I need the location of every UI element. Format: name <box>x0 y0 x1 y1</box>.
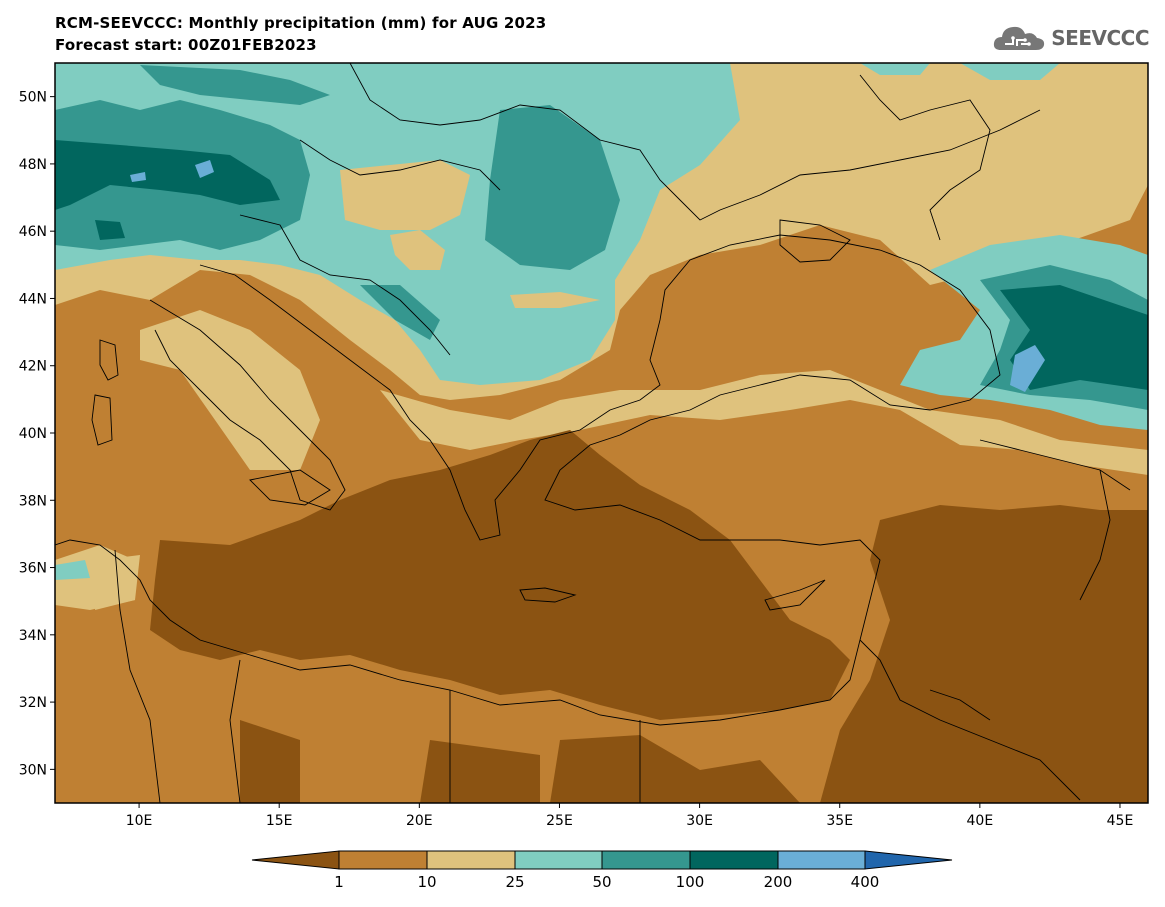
logo-text: SEEVCCC <box>1051 26 1149 50</box>
colorbar-label: 25 <box>505 873 525 891</box>
lon-tick-label: 10E <box>126 813 153 829</box>
lon-tick-label: 40E <box>967 813 994 829</box>
field-50-100mm-germany <box>140 65 330 105</box>
colorbar-label: 50 <box>592 873 612 891</box>
field-10-25mm-anatolia-rim <box>380 370 1148 475</box>
lat-tick-label: 36N <box>19 561 47 577</box>
field-10-25mm-serbia <box>390 230 445 270</box>
field-200-400mm-caucasus <box>1010 345 1045 392</box>
colorbar-label: 100 <box>675 873 705 891</box>
colorbar-label: 10 <box>417 873 437 891</box>
field-50-100mm-dinaric <box>360 285 440 340</box>
cloud-logo-icon <box>994 26 1045 50</box>
lon-tick-label: 20E <box>406 813 433 829</box>
colorbar-swatch-100-200 <box>689 850 779 870</box>
field-below-1mm-egypt <box>550 735 800 803</box>
lon-tick-label: 45E <box>1107 813 1134 829</box>
lon-tick-label: 30E <box>686 813 713 829</box>
field-10-25mm-italy <box>140 310 320 470</box>
map-title: RCM-SEEVCCC: Monthly precipitation (mm) … <box>55 14 547 32</box>
field-10-25mm-pannonia <box>340 160 470 230</box>
lat-tick-label: 46N <box>19 224 47 240</box>
lon-tick-label: 15E <box>266 813 293 829</box>
colorbar-swatch-10-25 <box>426 850 516 870</box>
field-25-50mm-atlas <box>55 560 90 580</box>
seevccc-logo: SEEVCCC <box>991 22 1149 54</box>
lat-tick-label: 38N <box>19 493 47 509</box>
colorbar <box>251 850 953 870</box>
colorbar-swatch-below-1 <box>251 850 340 870</box>
forecast-start-subtitle: Forecast start: 00Z01FEB2023 <box>55 36 317 54</box>
lat-tick-label: 44N <box>19 291 47 307</box>
field-200-400mm-cell <box>130 172 146 182</box>
colorbar-swatch-above-400 <box>864 850 953 870</box>
colorbar-swatch-25-50 <box>514 850 603 870</box>
lon-tick-label: 25E <box>546 813 573 829</box>
colorbar-label: 1 <box>334 873 344 891</box>
lat-tick-label: 40N <box>19 426 47 442</box>
lat-tick-label: 50N <box>19 90 47 106</box>
colorbar-label: 400 <box>850 873 880 891</box>
field-200-400mm-cell <box>195 160 214 178</box>
field-below-1mm-libya <box>240 720 300 803</box>
field-10-25mm-danube <box>510 292 600 308</box>
field-100-200mm-pocket <box>95 220 125 240</box>
precipitation-field <box>55 63 1148 803</box>
lat-tick-label: 32N <box>19 695 47 711</box>
lon-tick-label: 35E <box>826 813 853 829</box>
coastlines-borders <box>55 63 1131 803</box>
colorbar-swatch-1-10 <box>338 850 428 870</box>
field-50-100mm-carpathians <box>485 105 620 270</box>
field-below-1mm-mediterranean <box>150 430 850 720</box>
latitude-axis: 30N 32N 34N 36N 38N 40N 42N 44N 46N 48N 50N <box>19 90 55 778</box>
colorbar-swatch-200-400 <box>777 850 866 870</box>
field-below-1mm-levant <box>820 505 1148 803</box>
field-25-50mm-russia-edge <box>960 63 1060 80</box>
lat-tick-label: 30N <box>19 762 47 778</box>
field-100-200mm-alps-core <box>55 140 280 210</box>
lat-tick-label: 42N <box>19 359 47 375</box>
longitude-axis: 10E 15E 20E 25E 30E 35E 40E 45E <box>126 803 1134 829</box>
colorbar-swatch-50-100 <box>601 850 691 870</box>
lat-tick-label: 48N <box>19 157 47 173</box>
colorbar-label: 200 <box>763 873 793 891</box>
lat-tick-label: 34N <box>19 628 47 644</box>
field-25-50mm-ukraine-edge <box>860 63 930 75</box>
